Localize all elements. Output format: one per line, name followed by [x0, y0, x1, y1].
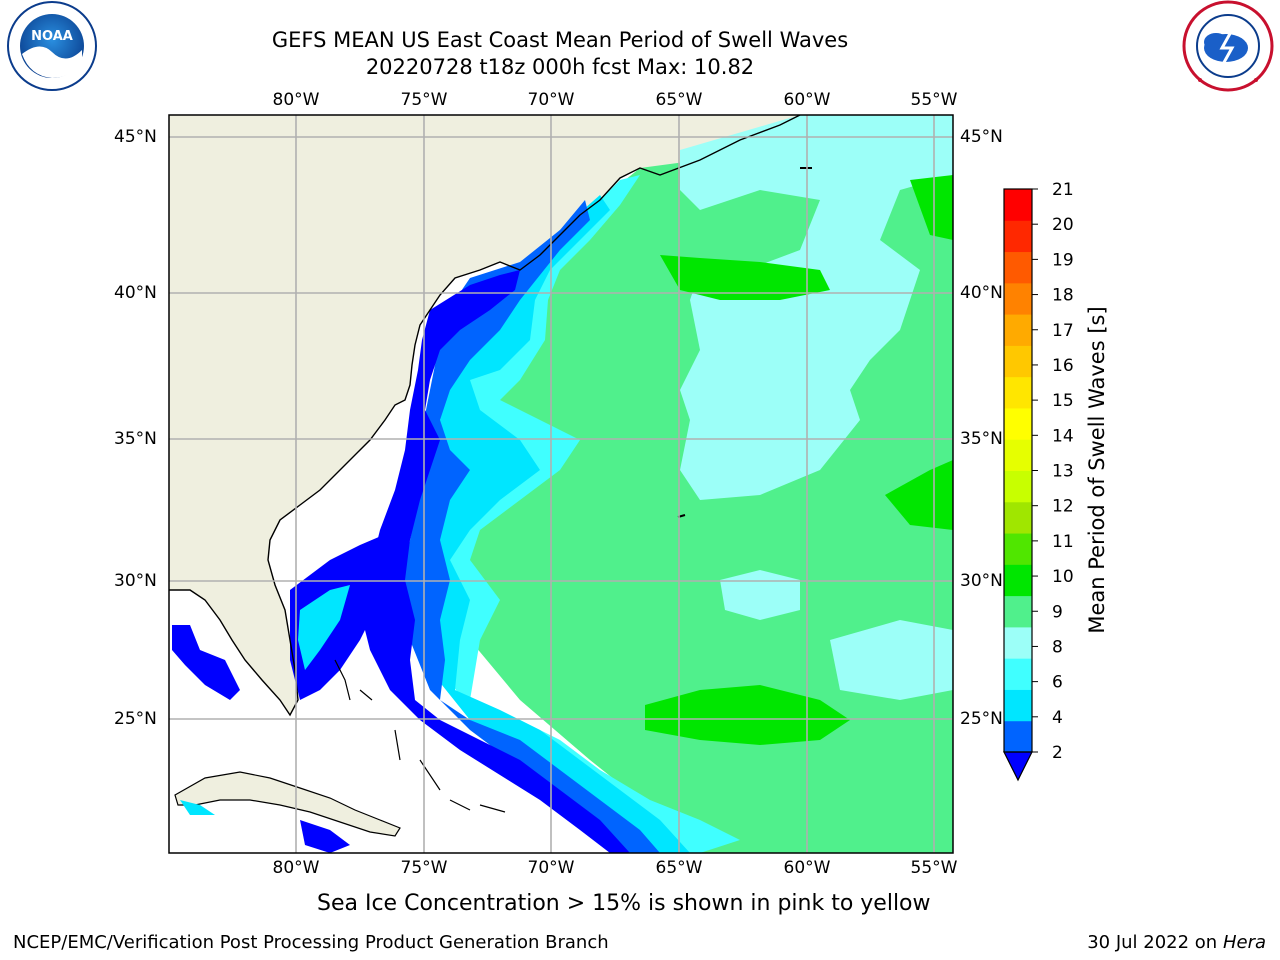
producer-credit: NCEP/EMC/Verification Post Processing Pr… — [13, 932, 609, 953]
lat-label-right-35n: 35°N — [960, 429, 1003, 449]
colorbar-tick-label: 19 — [1052, 250, 1074, 270]
colorbar-tick-label: 10 — [1052, 567, 1074, 587]
colorbar-segment — [1004, 564, 1032, 597]
colorbar-tick-label: 2 — [1052, 743, 1063, 763]
nws-logo — [1182, 0, 1274, 92]
map-panel — [168, 114, 954, 854]
lon-label-bottom-75w: 75°W — [400, 858, 448, 878]
ocean-florida-coast-4-6s — [298, 585, 350, 670]
colorbar-segment — [1004, 470, 1032, 503]
date-credit-text: 30 Jul 2022 on — [1087, 932, 1223, 953]
ocean-10-11s-east — [910, 175, 953, 240]
ocean-coast-4-6s — [420, 195, 690, 853]
lat-label-right-30n: 30°N — [960, 571, 1003, 591]
ocean-10-11s-north — [660, 255, 830, 300]
colorbar-segment — [1004, 720, 1032, 753]
ocean-8-9s-northeast — [680, 115, 953, 500]
lat-label-left-35n: 35°N — [114, 429, 157, 449]
lon-label-top-65w: 65°W — [655, 90, 703, 110]
lon-label-bottom-70w: 70°W — [527, 858, 575, 878]
colorbar-tick-label: 17 — [1052, 321, 1074, 341]
colorbar-label: Mean Period of Swell Waves [s] — [1085, 306, 1109, 634]
machine-name: Hera — [1222, 932, 1266, 953]
colorbar-tick-label: 15 — [1052, 391, 1074, 411]
noaa-logo: NOAA — [7, 1, 97, 91]
colorbar-segment — [1004, 658, 1032, 690]
ocean-florida-coast-under-2s — [290, 530, 400, 700]
colorbar-tick-label: 14 — [1052, 426, 1074, 446]
colorbar-tick-label: 21 — [1052, 180, 1074, 200]
lon-label-top-80w: 80°W — [272, 90, 320, 110]
swell-period-field — [169, 115, 953, 853]
colorbar-segment — [1004, 220, 1032, 253]
graticule — [169, 115, 953, 853]
colorbar-segment — [1004, 533, 1032, 565]
chart-subtitle: 20220728 t18z 000h fcst Max: 10.82 — [365, 55, 755, 79]
lat-label-left-25n: 25°N — [114, 709, 157, 729]
lat-label-left-30n: 30°N — [114, 571, 157, 591]
colorbar-tick-label: 6 — [1052, 673, 1063, 693]
noaa-logo-text: NOAA — [31, 29, 73, 44]
lat-label-left-45n: 45°N — [114, 127, 157, 147]
lon-label-top-75w: 75°W — [400, 90, 448, 110]
colorbar-tick-label: 4 — [1052, 708, 1063, 728]
ocean-8-9s-southeast — [830, 620, 953, 700]
colorbar-segment — [1004, 251, 1032, 284]
lon-label-bottom-60w: 60°W — [783, 858, 831, 878]
land-north-america — [169, 115, 800, 715]
lon-label-top-70w: 70°W — [527, 90, 575, 110]
ocean-caribbean-under-2s — [300, 820, 350, 853]
colorbar-segment — [1004, 345, 1032, 378]
ocean-coast-under-2s — [360, 270, 630, 853]
ocean-gulf-under-2s — [172, 625, 240, 700]
land-cuba — [174, 771, 401, 837]
colorbar-segment — [1004, 626, 1032, 659]
colorbar-tick-label: 16 — [1052, 356, 1074, 376]
lat-label-left-40n: 40°N — [114, 283, 157, 303]
chart-title: GEFS MEAN US East Coast Mean Period of S… — [271, 28, 849, 52]
map-frame — [168, 114, 954, 854]
colorbar-tick-label: 12 — [1052, 497, 1074, 517]
ocean-coast-2-4s — [400, 200, 660, 853]
lon-label-bottom-80w: 80°W — [272, 858, 320, 878]
lon-label-top-60w: 60°W — [783, 90, 831, 110]
colorbar-segment — [1004, 439, 1032, 471]
sea-ice-note: Sea Ice Concentration > 15% is shown in … — [317, 891, 931, 916]
date-credit: 30 Jul 2022 on Hera — [1087, 932, 1266, 954]
ocean-8-9s-east — [720, 570, 800, 620]
colorbar-segment — [1004, 314, 1032, 346]
colorbar-tick-label: 9 — [1052, 602, 1063, 622]
lat-label-right-40n: 40°N — [960, 283, 1003, 303]
colorbar-segment — [1004, 595, 1032, 628]
colorbar-tick-label: 20 — [1052, 215, 1074, 235]
colorbar-segment — [1004, 407, 1032, 440]
colorbar-tick-label: 11 — [1052, 532, 1074, 552]
ocean-caribbean-4-6s — [180, 800, 215, 815]
colorbar-segment — [1004, 282, 1032, 315]
colorbar-segment — [1004, 376, 1032, 409]
colorbar-tick-label: 13 — [1052, 462, 1074, 482]
colorbar-under-arrow — [1003, 751, 1033, 782]
lon-label-top-55w: 55°W — [910, 90, 958, 110]
colorbar-tick-label: 18 — [1052, 286, 1074, 306]
lat-label-right-45n: 45°N — [960, 127, 1003, 147]
coastline-bahamas — [334, 659, 506, 813]
lat-label-right-25n: 25°N — [960, 709, 1003, 729]
colorbar-tick-label: 8 — [1052, 637, 1063, 657]
lon-label-bottom-65w: 65°W — [655, 858, 703, 878]
colorbar-segment — [1004, 189, 1032, 221]
ocean-10-11s-south — [645, 685, 850, 745]
colorbar: 2 4 6 8 9 10 11 12 13 14 15 16 17 18 19 20 21 — [1003, 180, 1074, 782]
ocean-10-11s-southeast — [885, 460, 953, 530]
coastline-us — [169, 115, 801, 717]
colorbar-segment — [1004, 689, 1032, 722]
colorbar-segment — [1004, 501, 1032, 534]
lon-label-bottom-55w: 55°W — [910, 858, 958, 878]
